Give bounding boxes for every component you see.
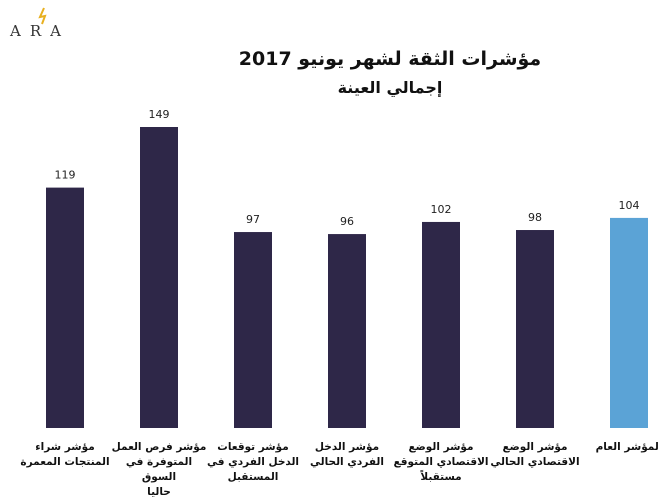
value-label: 104 <box>619 199 640 212</box>
logo: ARA <box>9 22 70 40</box>
x-tick-label: مؤشر الدخل الفردي الحالي <box>310 441 384 468</box>
x-tick-label: مؤشر فرص العمل المتوفرة في السوق حاليا <box>111 441 207 498</box>
x-tick-label: المؤشر العام <box>595 441 659 453</box>
bar <box>328 234 366 428</box>
bar <box>234 232 272 428</box>
value-label: 149 <box>149 108 170 121</box>
x-tick-label: مؤشر الوضع الاقتصادي الحالي <box>490 441 580 468</box>
x-tick-label: مؤشر شراء المنتجات المعمرة <box>20 441 110 468</box>
logo-mark <box>38 7 47 25</box>
x-tick-label: مؤشر الوضع الاقتصادي المتوقع مستقبلاً <box>393 441 489 483</box>
x-tick-label: مؤشر توقعات الدخل الفردي في المستقبل <box>207 441 299 483</box>
value-label: 119 <box>55 169 76 182</box>
bar <box>140 127 178 428</box>
chart-title: مؤشرات الثقة لشهر يونيو 2017 <box>238 48 542 70</box>
value-label: 96 <box>340 215 354 228</box>
value-label: 98 <box>528 211 542 224</box>
bar <box>610 217 648 428</box>
bar <box>516 230 554 428</box>
bar <box>422 221 460 428</box>
chart-subtitle: إجمالي العينة <box>337 78 443 97</box>
value-label: 97 <box>246 213 260 226</box>
value-label: 102 <box>431 203 452 216</box>
bar <box>46 187 84 428</box>
